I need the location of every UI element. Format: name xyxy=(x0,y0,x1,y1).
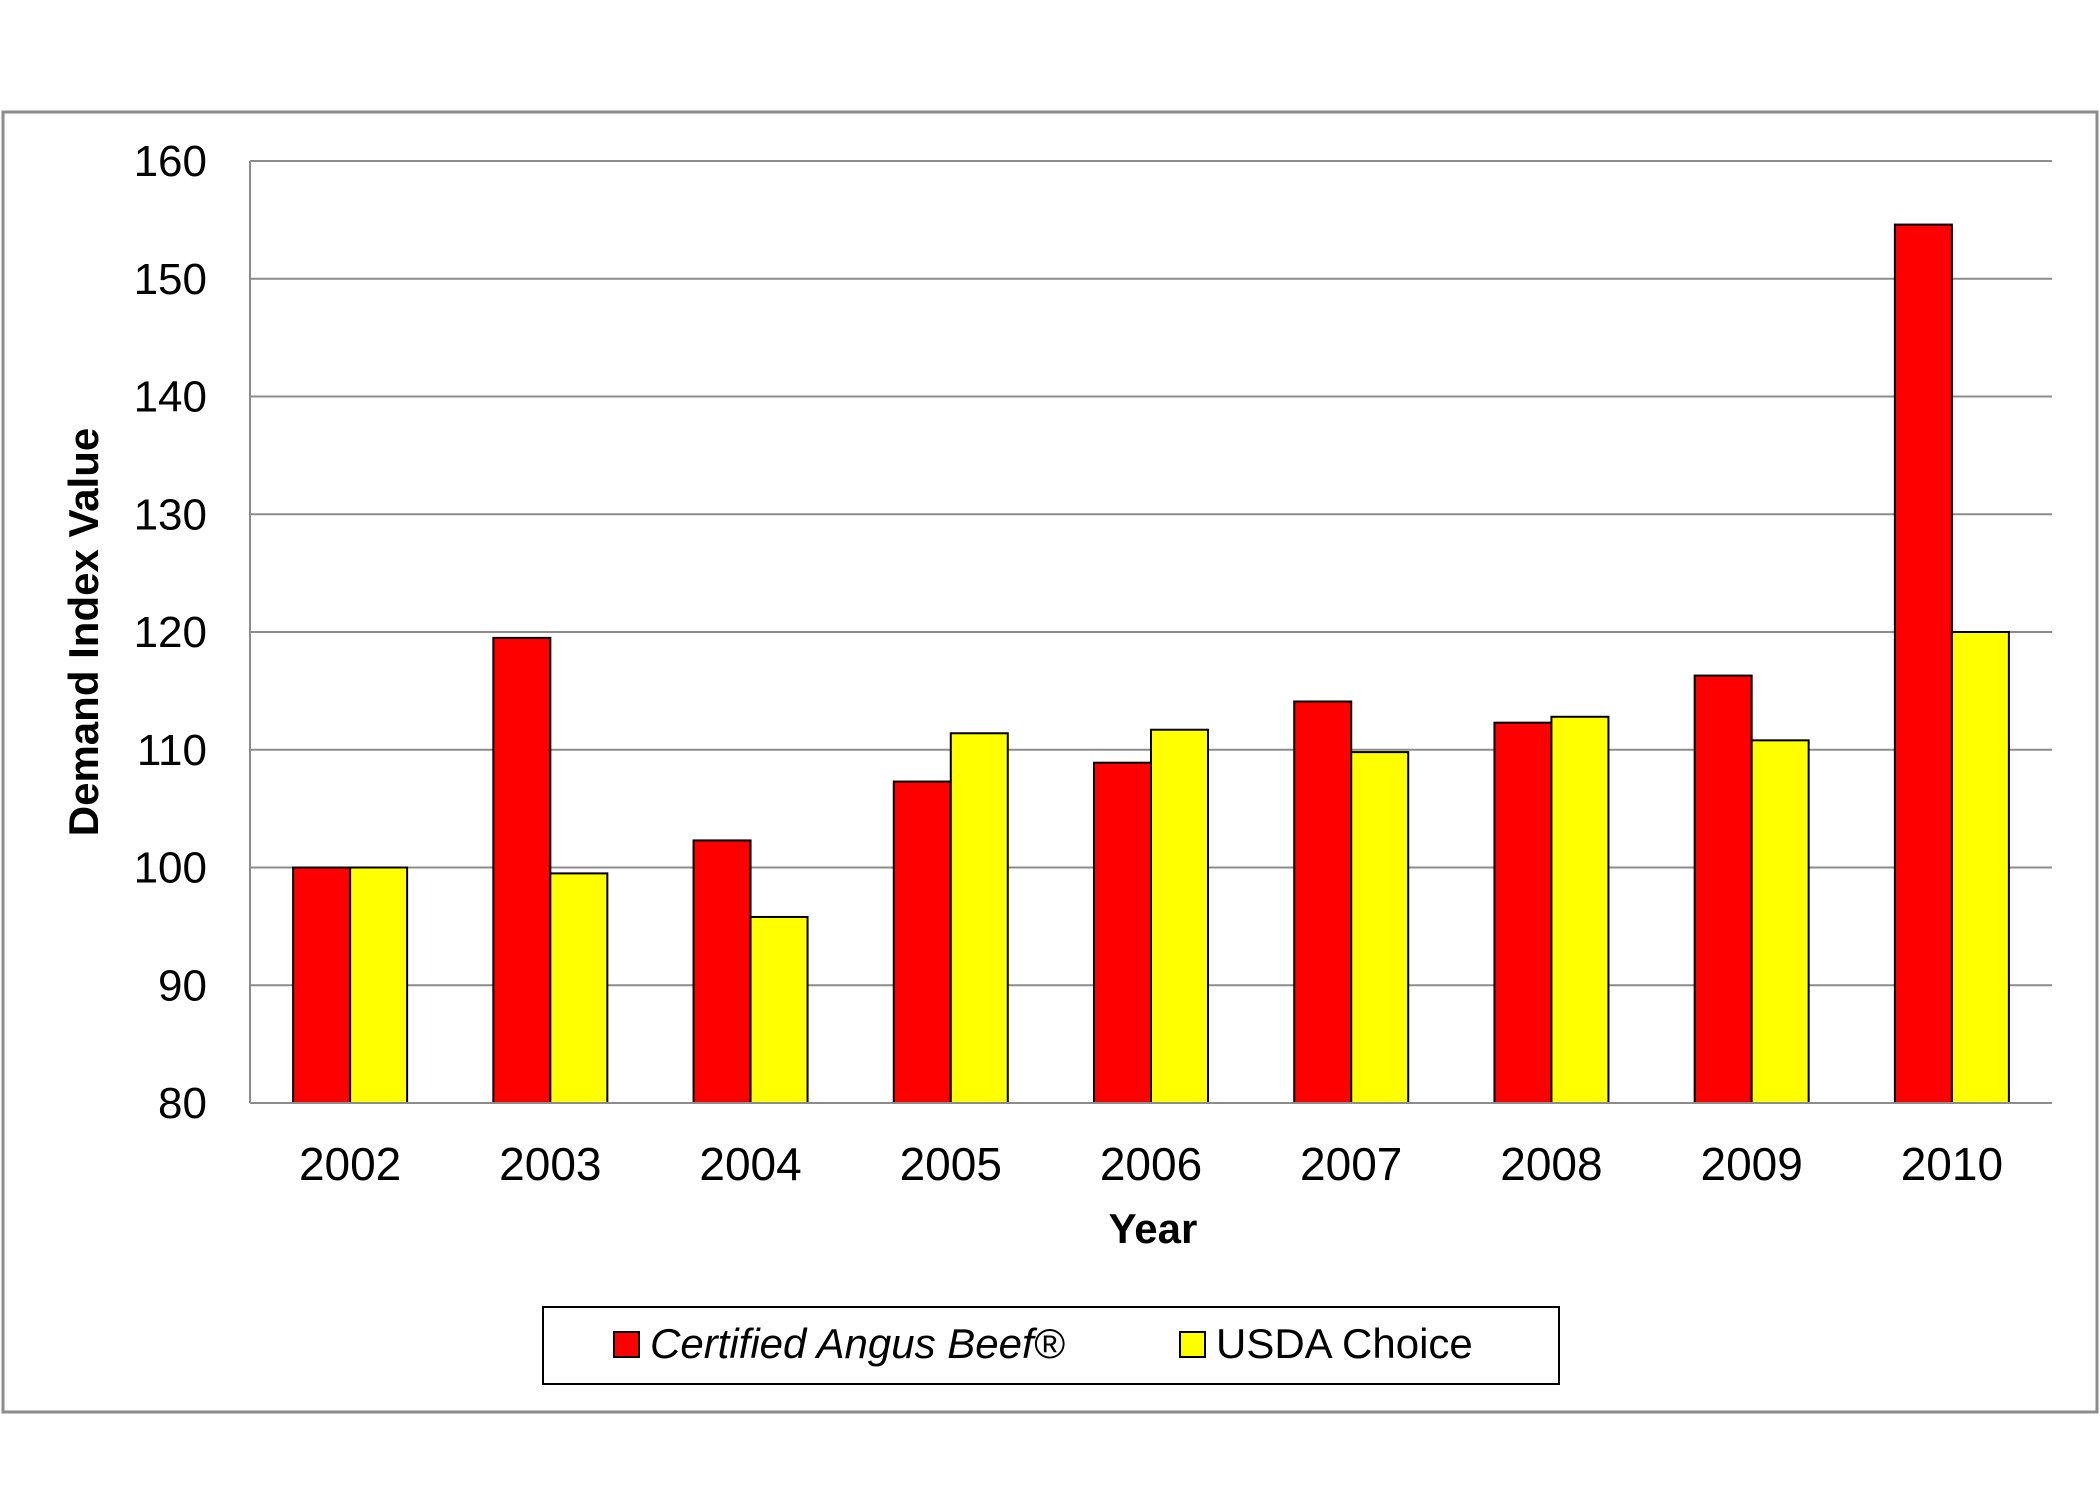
bar-certified-angus-beef-2002 xyxy=(292,866,352,1104)
bar-usda-choice-2006 xyxy=(1150,728,1209,1104)
bar-usda-choice-2007 xyxy=(1350,751,1410,1104)
y-axis-title: Demand Index Value xyxy=(60,428,107,836)
bar-usda-choice-2010 xyxy=(1950,631,2010,1104)
y-tick-label: 160 xyxy=(134,137,207,186)
bar-usda-choice-2003 xyxy=(549,872,609,1105)
x-tick-label: 2004 xyxy=(699,1138,801,1190)
x-tick-label: 2006 xyxy=(1100,1138,1202,1190)
x-tick-label: 2003 xyxy=(499,1138,601,1190)
x-axis-title: Year xyxy=(1109,1205,1198,1252)
x-tick-label: 2010 xyxy=(1901,1138,2003,1190)
x-tick-label: 2008 xyxy=(1500,1138,1602,1190)
y-tick-label: 140 xyxy=(134,373,207,422)
bar-usda-choice-2002 xyxy=(349,866,409,1104)
bar-usda-choice-2005 xyxy=(949,732,1009,1104)
y-tick-label: 100 xyxy=(134,844,207,893)
bar-usda-choice-2009 xyxy=(1750,739,1810,1105)
bars xyxy=(292,223,2010,1105)
bar-usda-choice-2004 xyxy=(749,915,809,1105)
y-tick-label: 110 xyxy=(137,726,207,775)
x-tick-label: 2009 xyxy=(1700,1138,1802,1190)
y-tick-label: 130 xyxy=(134,490,207,539)
bar-certified-angus-beef-2006 xyxy=(1093,761,1152,1104)
legend-box xyxy=(542,1306,1560,1385)
legend-swatch-usda-choice xyxy=(1179,1331,1206,1358)
bar-certified-angus-beef-2004 xyxy=(692,839,752,1104)
legend-label-certified-angus-beef: Certified Angus Beef® xyxy=(650,1320,1065,1367)
bar-certified-angus-beef-2003 xyxy=(492,636,552,1104)
x-tick-label: 2005 xyxy=(900,1138,1002,1190)
legend-label-usda-choice: USDA Choice xyxy=(1216,1320,1473,1367)
legend: Certified Angus Beef® USDA Choice xyxy=(542,1306,1560,1385)
y-tick-label: 80 xyxy=(158,1079,207,1128)
x-tick-label: 2002 xyxy=(299,1138,401,1190)
legend-swatch-certified-angus-beef xyxy=(613,1331,640,1358)
y-tick-label: 120 xyxy=(134,608,207,657)
bar-certified-angus-beef-2008 xyxy=(1493,721,1553,1104)
bar-certified-angus-beef-2005 xyxy=(892,780,952,1104)
x-tick-label: 2007 xyxy=(1300,1138,1402,1190)
bar-certified-angus-beef-2009 xyxy=(1693,674,1753,1104)
bar-certified-angus-beef-2010 xyxy=(1893,223,1953,1104)
bar-usda-choice-2008 xyxy=(1550,715,1610,1105)
y-tick-labels: 80 90 100 110 120 130 140 150 160 xyxy=(134,137,207,1128)
axes xyxy=(249,161,2052,1104)
y-tick-label: 150 xyxy=(134,255,207,304)
y-tick-label: 90 xyxy=(158,961,207,1010)
x-tick-labels: 2002 2003 2004 2005 2006 2007 2008 2009 2010 xyxy=(299,1138,2003,1190)
bar-certified-angus-beef-2007 xyxy=(1293,700,1353,1104)
